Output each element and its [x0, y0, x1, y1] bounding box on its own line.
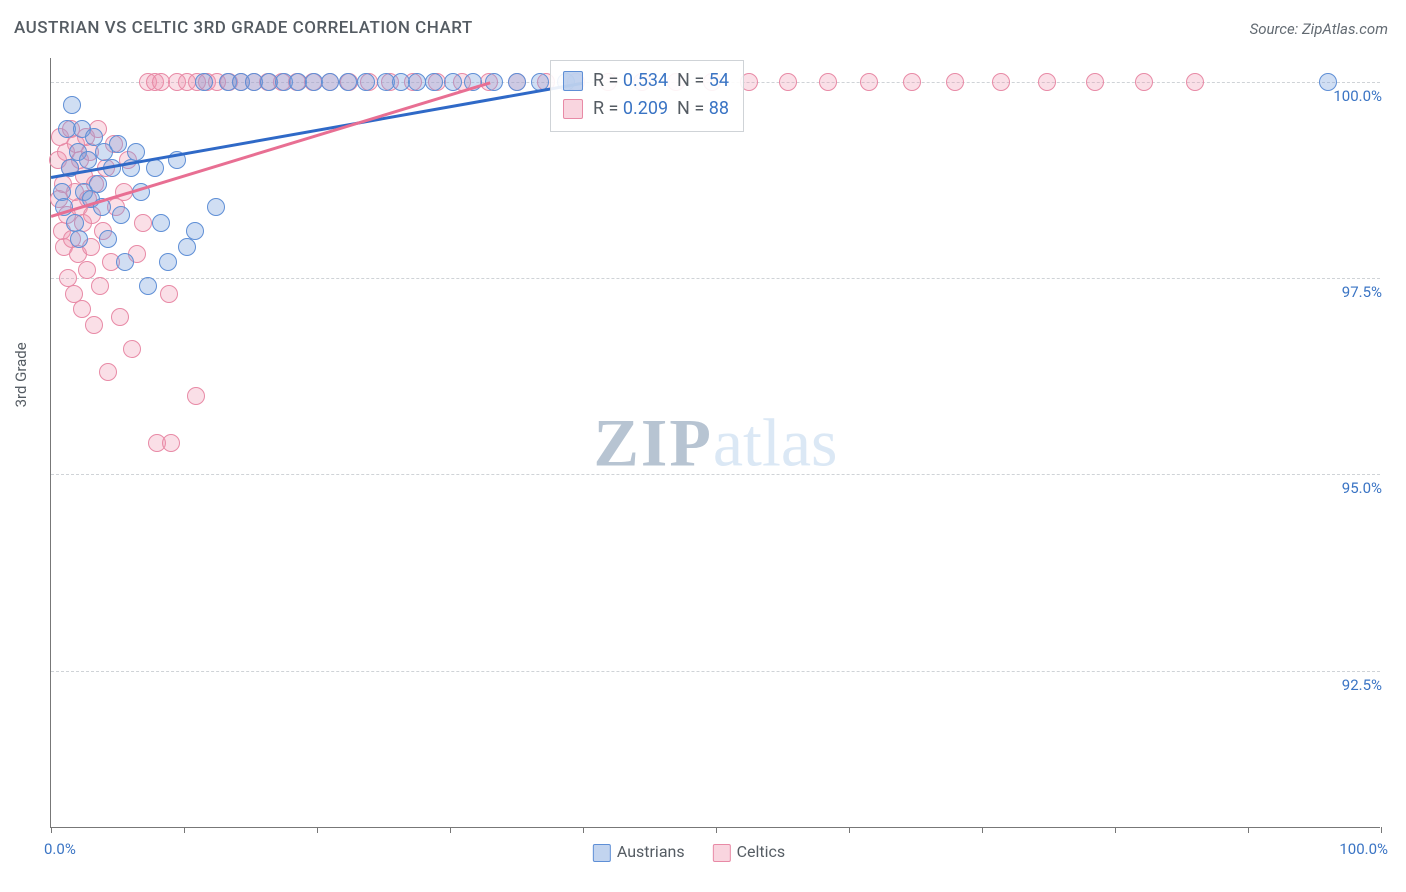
stats-row: R = 0.534 N = 54	[563, 67, 729, 95]
data-point	[1038, 73, 1056, 91]
chart-title: AUSTRIAN VS CELTIC 3RD GRADE CORRELATION…	[14, 18, 473, 38]
data-point	[85, 128, 103, 146]
x-tick	[1115, 827, 1116, 833]
x-tick	[184, 827, 185, 833]
data-point	[63, 96, 81, 114]
trend-line	[51, 82, 583, 179]
data-point	[91, 277, 109, 295]
data-point	[112, 206, 130, 224]
data-point	[146, 159, 164, 177]
data-point	[99, 363, 117, 381]
data-point	[1086, 73, 1104, 91]
data-point	[159, 253, 177, 271]
data-point	[207, 198, 225, 216]
data-point	[99, 230, 117, 248]
watermark-zip: ZIP	[594, 404, 713, 480]
x-tick	[849, 827, 850, 833]
data-point	[1319, 73, 1337, 91]
x-axis-min-label: 0.0%	[44, 840, 76, 858]
legend-label: Celtics	[737, 842, 786, 861]
data-point	[408, 73, 426, 91]
x-tick	[450, 827, 451, 833]
data-point	[89, 175, 107, 193]
x-tick	[1248, 827, 1249, 833]
x-tick	[982, 827, 983, 833]
source-attribution: Source: ZipAtlas.com	[1250, 20, 1388, 38]
data-point	[992, 73, 1010, 91]
data-point	[160, 285, 178, 303]
legend: Austrians Celtics	[593, 842, 813, 862]
legend-item: Austrians	[593, 842, 685, 861]
y-gridline	[51, 474, 1380, 475]
n-value: 54	[709, 70, 729, 91]
x-tick	[317, 827, 318, 833]
plot-area: ZIPatlas 100.0% 97.5% 95.0% 92.5%	[50, 58, 1380, 828]
y-tick-label: 95.0%	[1336, 479, 1382, 497]
y-tick-label: 92.5%	[1336, 676, 1382, 694]
y-axis-title: 3rd Grade	[12, 342, 30, 407]
x-tick	[716, 827, 717, 833]
data-point	[425, 73, 443, 91]
watermark-logo: ZIPatlas	[594, 403, 838, 482]
n-value: 88	[709, 98, 729, 119]
data-point	[195, 73, 213, 91]
x-tick	[51, 827, 52, 833]
x-tick	[1381, 827, 1382, 833]
r-value: 0.209	[623, 98, 668, 119]
legend-swatch	[713, 844, 731, 862]
x-tick	[583, 827, 584, 833]
data-point	[73, 300, 91, 318]
data-point	[1186, 73, 1204, 91]
data-point	[946, 73, 964, 91]
data-point	[111, 308, 129, 326]
data-point	[134, 214, 152, 232]
y-gridline	[51, 671, 1380, 672]
legend-label: Austrians	[617, 842, 685, 861]
data-point	[85, 316, 103, 334]
data-point	[178, 238, 196, 256]
data-point	[444, 73, 462, 91]
correlation-stats-box: R = 0.534 N = 54R = 0.209 N = 88	[550, 60, 744, 132]
data-point	[321, 73, 339, 91]
x-axis-max-label: 100.0%	[1339, 840, 1388, 858]
data-point	[1135, 73, 1153, 91]
data-point	[819, 73, 837, 91]
data-point	[116, 253, 134, 271]
data-point	[186, 222, 204, 240]
data-point	[860, 73, 878, 91]
y-gridline	[51, 278, 1380, 279]
r-value: 0.534	[623, 70, 668, 91]
data-point	[139, 277, 157, 295]
data-point	[152, 214, 170, 232]
data-point	[70, 230, 88, 248]
y-tick-label: 97.5%	[1336, 283, 1382, 301]
y-tick-label: 100.0%	[1327, 87, 1382, 105]
watermark-atlas: atlas	[713, 404, 838, 480]
data-point	[357, 73, 375, 91]
data-point	[127, 143, 145, 161]
data-point	[78, 261, 96, 279]
data-point	[109, 135, 127, 153]
stats-row: R = 0.209 N = 88	[563, 95, 729, 123]
data-point	[779, 73, 797, 91]
legend-swatch	[563, 99, 583, 119]
legend-item: Celtics	[713, 842, 786, 861]
data-point	[123, 340, 141, 358]
data-point	[508, 73, 526, 91]
data-point	[162, 434, 180, 452]
legend-swatch	[563, 71, 583, 91]
legend-swatch	[593, 844, 611, 862]
data-point	[903, 73, 921, 91]
data-point	[339, 73, 357, 91]
data-point	[187, 387, 205, 405]
